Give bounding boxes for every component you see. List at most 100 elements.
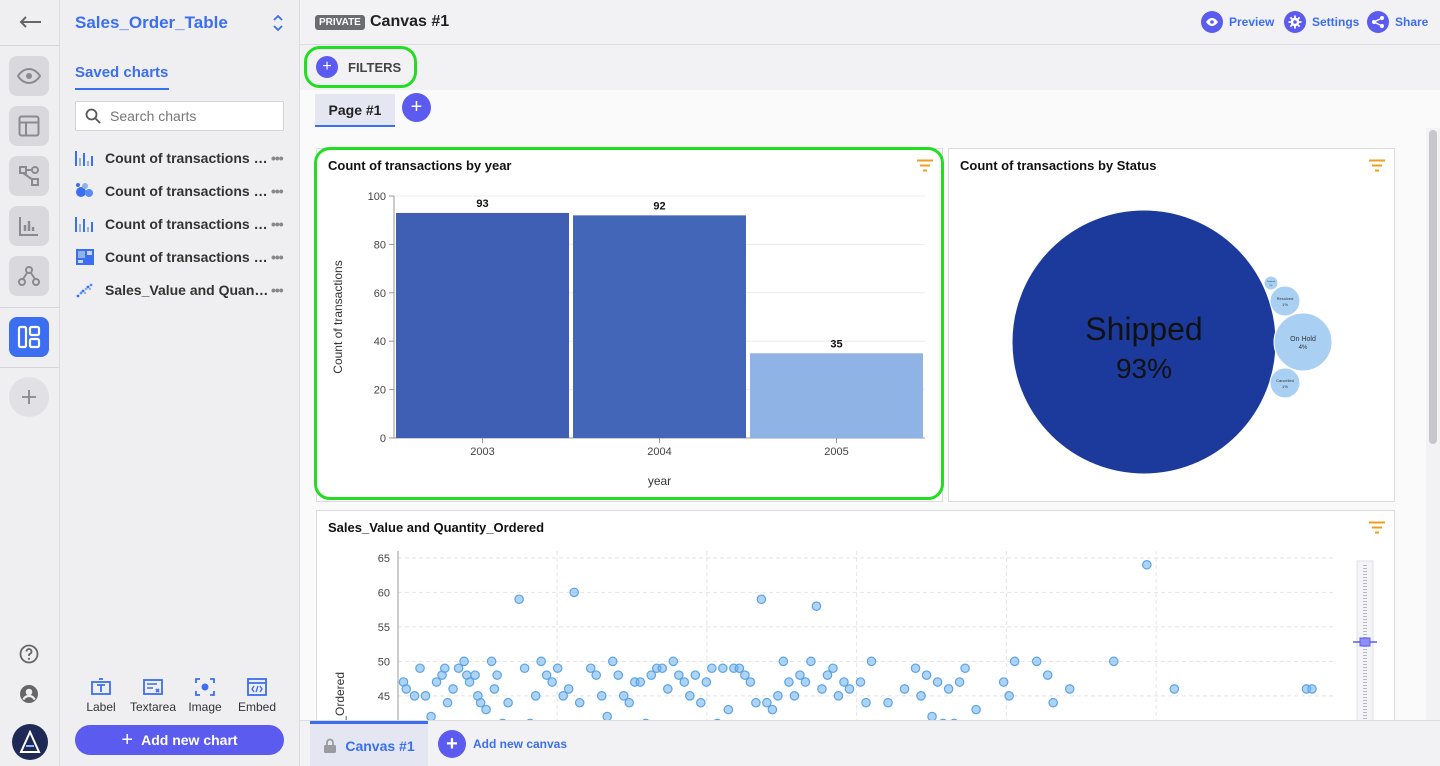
x-tick-label: 2005 xyxy=(824,446,848,458)
widget-textarea[interactable]: Textarea xyxy=(127,678,179,714)
more-options-icon[interactable]: ••• xyxy=(271,183,284,199)
scatter-point xyxy=(618,691,629,701)
y-tick-label: 55 xyxy=(378,622,390,634)
chart-card-bar[interactable]: Count of transactions by year 0 20 40 60 80 1… xyxy=(316,148,943,502)
filters-label: FILTERS xyxy=(348,59,402,75)
bubble-percent: 4% xyxy=(1299,345,1308,351)
chart-card-bubble[interactable]: Count of transactions by Status Shipped 9… xyxy=(948,148,1395,502)
rail-divider xyxy=(0,367,60,368)
widget-textarea-text: Textarea xyxy=(129,700,177,714)
scatter-point xyxy=(723,704,734,715)
more-options-icon[interactable]: ••• xyxy=(271,282,284,298)
bar-value-label: 93 xyxy=(476,198,488,210)
filters-button[interactable]: + FILTERS xyxy=(304,46,417,88)
user-icon[interactable] xyxy=(18,683,40,705)
preview-button[interactable]: Preview xyxy=(1201,11,1274,33)
tab-page-1[interactable]: Page #1 xyxy=(315,94,395,127)
dashboard-icon[interactable] xyxy=(9,317,49,357)
canvas-title[interactable]: Canvas #1 xyxy=(370,13,450,30)
graph-icon[interactable] xyxy=(9,256,49,296)
scatter-point xyxy=(591,670,602,680)
saved-chart-item[interactable]: Sales_Value and Quantity_Ordered ••• xyxy=(75,275,290,305)
back-arrow-icon[interactable] xyxy=(15,10,45,34)
scrollbar-thumb[interactable] xyxy=(1429,130,1437,444)
more-options-icon[interactable]: ••• xyxy=(271,249,284,265)
filter-icon[interactable] xyxy=(1368,521,1386,535)
preview-label: Preview xyxy=(1229,15,1275,29)
add-new-chart-button[interactable]: + Add new chart xyxy=(75,725,284,755)
settings-label: Settings xyxy=(1312,15,1360,29)
add-new-canvas-button[interactable]: + Add new canvas xyxy=(438,730,567,758)
saved-chart-item[interactable]: Count of transactions by month ••• xyxy=(75,242,290,272)
add-page-button[interactable]: + xyxy=(402,93,431,122)
flow-icon[interactable] xyxy=(9,156,49,196)
scatter-point xyxy=(1064,684,1075,694)
plus-icon: + xyxy=(121,729,134,751)
scatter-point xyxy=(833,691,844,701)
scatter-point xyxy=(1141,559,1152,570)
bar-chart-icon[interactable] xyxy=(9,206,49,246)
widget-image-text: Image xyxy=(188,700,222,714)
scatter-point xyxy=(745,677,756,687)
x-tick-label: 2003 xyxy=(470,446,494,458)
chart-card-scatter[interactable]: Sales_Value and Quantity_Ordered 4045505… xyxy=(316,510,1395,741)
y-tick-label: 45 xyxy=(378,691,390,703)
scatter-point xyxy=(1169,684,1180,694)
bubble-label: Shipped xyxy=(1085,311,1202,347)
bottom-bar: Canvas #1 + Add new canvas xyxy=(300,720,1440,766)
widget-label[interactable]: Label xyxy=(75,678,127,714)
saved-chart-item[interactable]: Count of transactions by year ••• xyxy=(75,209,290,239)
filter-icon[interactable] xyxy=(916,159,934,173)
scatter-point xyxy=(696,697,706,708)
scatter-point xyxy=(822,670,833,680)
layout-icon[interactable] xyxy=(9,106,49,146)
help-icon[interactable] xyxy=(18,643,40,665)
y-tick-label: 60 xyxy=(374,288,386,300)
y-tick-label: 65 xyxy=(378,553,390,565)
scatter-point xyxy=(734,663,745,674)
bubble xyxy=(1269,367,1301,399)
y-tick-label: 20 xyxy=(374,385,386,397)
scatter-point xyxy=(475,697,486,708)
scatter-point xyxy=(569,587,579,598)
logo-icon[interactable] xyxy=(12,724,48,760)
search-box[interactable] xyxy=(75,101,284,131)
more-options-icon[interactable]: ••• xyxy=(271,216,284,232)
scatter-point xyxy=(486,656,497,667)
more-options-icon[interactable]: ••• xyxy=(271,150,284,166)
scatter-point xyxy=(971,704,981,715)
scatter-point xyxy=(470,670,480,680)
widget-embed[interactable]: Embed xyxy=(231,678,283,714)
chevron-updown-icon[interactable] xyxy=(271,12,285,34)
scatter-point xyxy=(453,663,464,674)
x-axis-label: year xyxy=(648,474,671,488)
scatter-point xyxy=(459,656,469,667)
scatter-icon xyxy=(75,279,105,301)
embed-icon xyxy=(247,678,267,696)
scatter-point xyxy=(646,670,657,680)
table-name[interactable]: Sales_Order_Table xyxy=(75,13,228,32)
y-tick-label: 80 xyxy=(374,239,386,251)
scatter-point xyxy=(519,663,530,674)
canvas-tab-label: Canvas #1 xyxy=(345,737,415,754)
saved-chart-item[interactable]: Count of transactions by Status ••• xyxy=(75,176,290,206)
scatter-point xyxy=(844,684,855,694)
share-button[interactable]: Share xyxy=(1367,11,1428,33)
saved-chart-item[interactable]: Count of transactions by year ••• xyxy=(75,143,290,173)
scatter-point xyxy=(481,704,491,715)
scatter-point xyxy=(541,670,552,680)
scatter-point xyxy=(701,677,712,687)
saved-charts-tab[interactable]: Saved charts xyxy=(75,64,169,81)
plus-icon[interactable] xyxy=(9,377,49,417)
bubble-chart-icon xyxy=(75,180,105,202)
eye-icon[interactable] xyxy=(9,56,49,96)
filter-icon[interactable] xyxy=(1368,159,1386,173)
canvas-tab[interactable]: Canvas #1 xyxy=(310,721,428,766)
y-tick-label: 60 xyxy=(378,587,390,599)
search-input[interactable] xyxy=(110,108,280,124)
scatter-point xyxy=(657,663,668,674)
widget-image[interactable]: Image xyxy=(179,678,231,714)
saved-chart-label: Count of transactions by Status xyxy=(105,183,271,199)
settings-button[interactable]: Settings xyxy=(1284,11,1359,33)
